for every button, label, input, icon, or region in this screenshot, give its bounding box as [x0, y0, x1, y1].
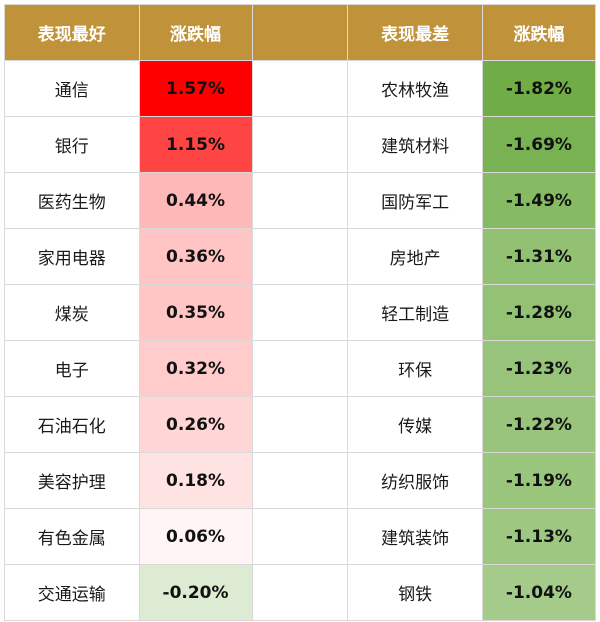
best-sector-name: 电子 [4, 340, 140, 397]
best-sector-change: 0.26% [138, 396, 253, 453]
gap-cell [251, 172, 349, 229]
table-row: 通信 1.57% 农林牧渔 -1.82% [4, 60, 597, 117]
table-row: 交通运输 -0.20% 钢铁 -1.04% [4, 564, 597, 621]
worst-sector-name: 环保 [347, 340, 483, 397]
best-sector-name: 有色金属 [4, 508, 140, 565]
worst-sector-change: -1.82% [481, 60, 597, 117]
gap-cell [251, 452, 349, 509]
best-sector-change: 0.35% [138, 284, 253, 341]
best-sector-name: 交通运输 [4, 564, 140, 621]
table-row: 银行 1.15% 建筑材料 -1.69% [4, 116, 597, 173]
worst-sector-name: 纺织服饰 [347, 452, 483, 509]
header-gap [251, 4, 349, 61]
worst-sector-name: 传媒 [347, 396, 483, 453]
table-row: 家用电器 0.36% 房地产 -1.31% [4, 228, 597, 285]
best-sector-name: 家用电器 [4, 228, 140, 285]
table-row: 煤炭 0.35% 轻工制造 -1.28% [4, 284, 597, 341]
header-best: 表现最好 [4, 4, 140, 61]
gap-cell [251, 508, 349, 565]
gap-cell [251, 396, 349, 453]
worst-sector-name: 房地产 [347, 228, 483, 285]
worst-sector-name: 建筑装饰 [347, 508, 483, 565]
header-best-change: 涨跌幅 [138, 4, 253, 61]
best-sector-name: 石油石化 [4, 396, 140, 453]
best-sector-change: 0.36% [138, 228, 253, 285]
table-row: 石油石化 0.26% 传媒 -1.22% [4, 396, 597, 453]
worst-sector-change: -1.28% [481, 284, 597, 341]
worst-sector-change: -1.04% [481, 564, 597, 621]
best-sector-change: 1.57% [138, 60, 253, 117]
worst-sector-name: 建筑材料 [347, 116, 483, 173]
worst-sector-change: -1.22% [481, 396, 597, 453]
worst-sector-change: -1.69% [481, 116, 597, 173]
best-sector-change: 0.06% [138, 508, 253, 565]
gap-cell [251, 116, 349, 173]
worst-sector-name: 国防军工 [347, 172, 483, 229]
table-row: 美容护理 0.18% 纺织服饰 -1.19% [4, 452, 597, 509]
sector-performance-table: 表现最好 涨跌幅 表现最差 涨跌幅 通信 1.57% 农林牧渔 -1.82% 银行 1.1… [4, 4, 597, 621]
header-worst: 表现最差 [347, 4, 483, 61]
header-worst-change: 涨跌幅 [481, 4, 597, 61]
worst-sector-name: 轻工制造 [347, 284, 483, 341]
gap-cell [251, 228, 349, 285]
best-sector-change: 0.32% [138, 340, 253, 397]
worst-sector-change: -1.49% [481, 172, 597, 229]
worst-sector-change: -1.23% [481, 340, 597, 397]
worst-sector-name: 钢铁 [347, 564, 483, 621]
best-sector-change: 1.15% [138, 116, 253, 173]
best-sector-name: 医药生物 [4, 172, 140, 229]
gap-cell [251, 564, 349, 621]
best-sector-name: 美容护理 [4, 452, 140, 509]
worst-sector-name: 农林牧渔 [347, 60, 483, 117]
worst-sector-change: -1.19% [481, 452, 597, 509]
worst-sector-change: -1.13% [481, 508, 597, 565]
best-sector-name: 银行 [4, 116, 140, 173]
table-row: 电子 0.32% 环保 -1.23% [4, 340, 597, 397]
gap-cell [251, 284, 349, 341]
gap-cell [251, 60, 349, 117]
table-row: 医药生物 0.44% 国防军工 -1.49% [4, 172, 597, 229]
best-sector-change: 0.18% [138, 452, 253, 509]
gap-cell [251, 340, 349, 397]
best-sector-name: 煤炭 [4, 284, 140, 341]
best-sector-change: 0.44% [138, 172, 253, 229]
header-row: 表现最好 涨跌幅 表现最差 涨跌幅 [4, 4, 597, 61]
best-sector-name: 通信 [4, 60, 140, 117]
worst-sector-change: -1.31% [481, 228, 597, 285]
table-row: 有色金属 0.06% 建筑装饰 -1.13% [4, 508, 597, 565]
table-body: 通信 1.57% 农林牧渔 -1.82% 银行 1.15% 建筑材料 -1.69% 医药生物 0.… [4, 60, 597, 621]
best-sector-change: -0.20% [138, 564, 253, 621]
